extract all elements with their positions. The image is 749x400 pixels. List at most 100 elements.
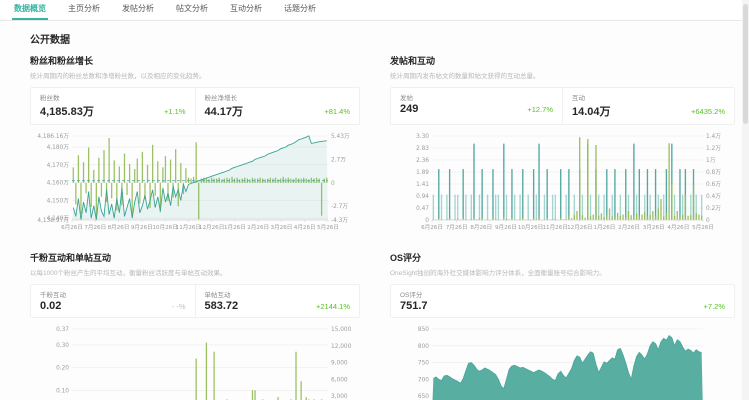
svg-text:9月26日: 9月26日 xyxy=(495,224,517,231)
svg-text:5月26日: 5月26日 xyxy=(317,224,339,231)
stat-value: 751.7 xyxy=(400,300,428,312)
stat-value: 14.04万 xyxy=(572,106,611,118)
svg-text:0.8万: 0.8万 xyxy=(706,169,721,176)
svg-text:10月26日: 10月26日 xyxy=(152,224,177,231)
stat-change: +2144.1% xyxy=(316,301,350,311)
svg-text:3月26日: 3月26日 xyxy=(643,224,665,231)
stat-change: +6435.2% xyxy=(691,106,725,116)
svg-text:0.20: 0.20 xyxy=(56,366,69,372)
svg-text:850: 850 xyxy=(418,327,429,333)
svg-text:0.10: 0.10 xyxy=(56,388,69,394)
panel-title: 发帖和互动 xyxy=(390,56,436,66)
stat-change: +12.7% xyxy=(527,104,553,114)
svg-text:1.41: 1.41 xyxy=(416,182,429,188)
svg-text:4月26日: 4月26日 xyxy=(294,224,316,231)
vertical-scrollbar[interactable] xyxy=(742,0,749,400)
tab-bar: 数据概览 主页分析 发帖分析 帖文分析 互动分析 话题分析 xyxy=(0,0,749,21)
svg-text:4,150万: 4,150万 xyxy=(47,197,70,204)
stats-box: OS评分 751.7 +7.2% xyxy=(390,284,735,318)
panel-subtitle: 统计周期内发布帖文的数量和帖文获得的互动总量。 xyxy=(390,73,540,80)
section-title: 公开数据 xyxy=(30,35,70,46)
svg-text:12月26日: 12月26日 xyxy=(567,224,592,231)
posts-interactions-chart: 3.30 2.83 2.36 1.89 1.41 0.94 0.47 0 1.4万 1.2万 1万 0… xyxy=(390,130,735,238)
svg-text:2月26日: 2月26日 xyxy=(247,224,269,231)
stats-box: 千粉互动 0.02 - -% 单帖互动 583.72 +2144.1% xyxy=(30,284,360,318)
stat-change: +81.4% xyxy=(324,106,350,116)
svg-text:700: 700 xyxy=(418,377,429,383)
svg-text:0.6万: 0.6万 xyxy=(706,181,721,188)
fans-growth-chart: 4,186.16万 4,180万 4,170万 4,160万 4,150万 4,140万 4… xyxy=(30,130,360,238)
svg-text:1.89: 1.89 xyxy=(416,170,429,176)
stat-change: - -% xyxy=(171,301,186,311)
stat-value: 249 xyxy=(400,103,419,115)
stat-粉丝净增长: 粉丝净增长 44.17万 +81.4% xyxy=(194,88,360,124)
panel-grid: 粉丝和粉丝增长 统计周期内的粉丝总数和净增粉丝数，以及相应的变化趋势。 粉丝数 4… xyxy=(30,54,749,400)
svg-text:750: 750 xyxy=(418,361,429,367)
interaction-rate-chart: 0.370.300.200.10015,00012,0009,0006,0003… xyxy=(30,323,360,400)
panel-subtitle: OneSight独创的海外社交媒体影响力评分体系，全面衡量账号综合影响力。 xyxy=(390,270,606,277)
svg-text:650: 650 xyxy=(418,394,429,400)
stat-label: 互动 xyxy=(572,95,585,102)
svg-text:4,180万: 4,180万 xyxy=(47,144,70,151)
svg-text:0: 0 xyxy=(706,218,710,224)
stat-发帖: 发帖 249 +12.7% xyxy=(391,88,562,124)
svg-text:9月26日: 9月26日 xyxy=(131,224,153,231)
svg-text:12,000: 12,000 xyxy=(331,344,352,350)
svg-text:2.83: 2.83 xyxy=(416,146,429,152)
tab-4[interactable]: 帖文分析 xyxy=(176,4,208,13)
stat-OS评分: OS评分 751.7 +7.2% xyxy=(391,285,734,317)
svg-text:4,140万: 4,140万 xyxy=(47,215,70,222)
stat-label: 千粉互动 xyxy=(40,292,66,299)
svg-text:1.4万: 1.4万 xyxy=(706,133,721,140)
stat-单帖互动: 单帖互动 583.72 +2144.1% xyxy=(194,285,360,317)
svg-text:6月26日: 6月26日 xyxy=(421,224,443,231)
svg-text:1月26日: 1月26日 xyxy=(224,224,246,231)
svg-text:4月26日: 4月26日 xyxy=(667,224,689,231)
svg-text:8月26日: 8月26日 xyxy=(108,224,130,231)
svg-text:2.7万: 2.7万 xyxy=(331,157,346,164)
svg-text:1万: 1万 xyxy=(706,157,716,164)
svg-text:1月26日: 1月26日 xyxy=(594,224,616,231)
svg-text:11月26日: 11月26日 xyxy=(542,224,567,231)
tab-6[interactable]: 话题分析 xyxy=(284,4,316,13)
content-area: 公开数据 粉丝和粉丝增长 统计周期内的粉丝总数和净增粉丝数，以及相应的变化趋势。… xyxy=(0,21,749,400)
panel-posts-interactions: 发帖和互动 统计周期内发布帖文的数量和帖文获得的互动总量。 发帖 249 +12.7… xyxy=(390,54,735,238)
scrollbar-thumb[interactable] xyxy=(743,4,748,124)
svg-text:4,138.97万: 4,138.97万 xyxy=(37,217,69,224)
panel-title: 粉丝和粉丝增长 xyxy=(30,56,94,66)
svg-text:0.4万: 0.4万 xyxy=(706,193,721,200)
tab-1[interactable]: 数据概览 xyxy=(10,0,50,20)
svg-text:9,000: 9,000 xyxy=(331,361,348,367)
panel-os-score: OS评分 OneSight独创的海外社交媒体影响力评分体系，全面衡量账号综合影响… xyxy=(390,251,735,400)
svg-text:-2.7万: -2.7万 xyxy=(331,203,348,210)
svg-text:0: 0 xyxy=(331,181,335,187)
svg-text:8月26日: 8月26日 xyxy=(470,224,492,231)
stat-value: 44.17万 xyxy=(204,106,244,118)
svg-text:15,000: 15,000 xyxy=(331,327,352,333)
svg-text:4,186.16万: 4,186.16万 xyxy=(37,133,69,140)
panel-subtitle: 以每1000个粉丝产生的平均互动，衡量粉丝活跃度与单帖互动效果。 xyxy=(30,270,227,277)
stat-value: 583.72 xyxy=(204,300,239,312)
svg-text:12月26日: 12月26日 xyxy=(199,224,224,231)
panel-interaction-rate: 千粉互动和单帖互动 以每1000个粉丝产生的平均互动，衡量粉丝活跃度与单帖互动效… xyxy=(30,251,360,400)
svg-text:0.37: 0.37 xyxy=(56,327,69,333)
svg-text:7月26日: 7月26日 xyxy=(446,224,468,231)
svg-text:10月26日: 10月26日 xyxy=(518,224,543,231)
stat-change: +7.2% xyxy=(703,301,725,311)
svg-text:11月26日: 11月26日 xyxy=(176,224,201,231)
tab-3[interactable]: 发帖分析 xyxy=(122,4,154,13)
stat-value: 4,185.83万 xyxy=(40,106,94,118)
svg-text:6月26日: 6月26日 xyxy=(61,224,83,231)
svg-text:0.30: 0.30 xyxy=(56,343,69,349)
panel-fans-growth: 粉丝和粉丝增长 统计周期内的粉丝总数和净增粉丝数，以及相应的变化趋势。 粉丝数 4… xyxy=(30,54,360,238)
svg-text:0.2万: 0.2万 xyxy=(706,205,721,212)
stat-value: 0.02 xyxy=(40,300,62,312)
tab-5[interactable]: 互动分析 xyxy=(230,4,262,13)
stat-label: 发帖 xyxy=(400,95,413,102)
panel-subtitle: 统计周期内的粉丝总数和净增粉丝数，以及相应的变化趋势。 xyxy=(30,73,206,80)
tab-2[interactable]: 主页分析 xyxy=(68,4,100,13)
stat-label: 粉丝净增长 xyxy=(204,95,238,102)
panel-title: OS评分 xyxy=(390,253,422,263)
svg-text:5月26日: 5月26日 xyxy=(692,224,714,231)
